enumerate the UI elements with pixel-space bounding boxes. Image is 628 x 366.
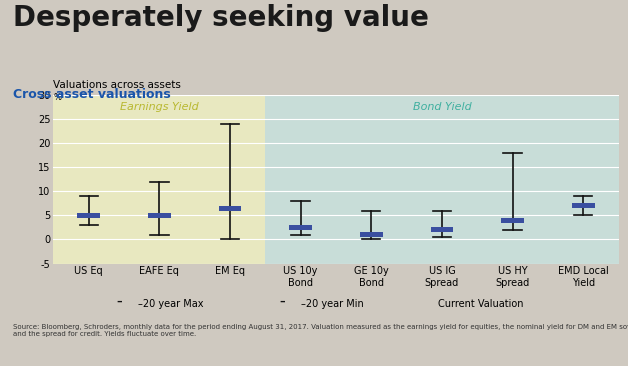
- Text: Current Valuation: Current Valuation: [438, 299, 524, 309]
- Text: Source: Bloomberg, Schroders, monthly data for the period ending August 31, 2017: Source: Bloomberg, Schroders, monthly da…: [13, 324, 628, 337]
- Bar: [501, 218, 524, 223]
- Text: Bond Yield: Bond Yield: [413, 102, 472, 112]
- Text: Cross asset valuations: Cross asset valuations: [13, 88, 170, 101]
- Bar: [431, 227, 453, 232]
- Bar: [266, 95, 619, 264]
- Text: –20 year Min: –20 year Min: [301, 299, 364, 309]
- Bar: [572, 203, 595, 208]
- Text: –: –: [117, 297, 122, 307]
- Text: %: %: [53, 93, 62, 102]
- Bar: [290, 225, 312, 230]
- Bar: [219, 206, 241, 210]
- Text: –: –: [280, 297, 285, 307]
- Text: Earnings Yield: Earnings Yield: [120, 102, 198, 112]
- Bar: [77, 213, 100, 218]
- Bar: [360, 232, 382, 237]
- Text: Valuations across assets: Valuations across assets: [53, 80, 181, 90]
- Text: Desperately seeking value: Desperately seeking value: [13, 4, 428, 32]
- Bar: [148, 213, 171, 218]
- Text: –20 year Max: –20 year Max: [138, 299, 203, 309]
- Bar: [53, 95, 266, 264]
